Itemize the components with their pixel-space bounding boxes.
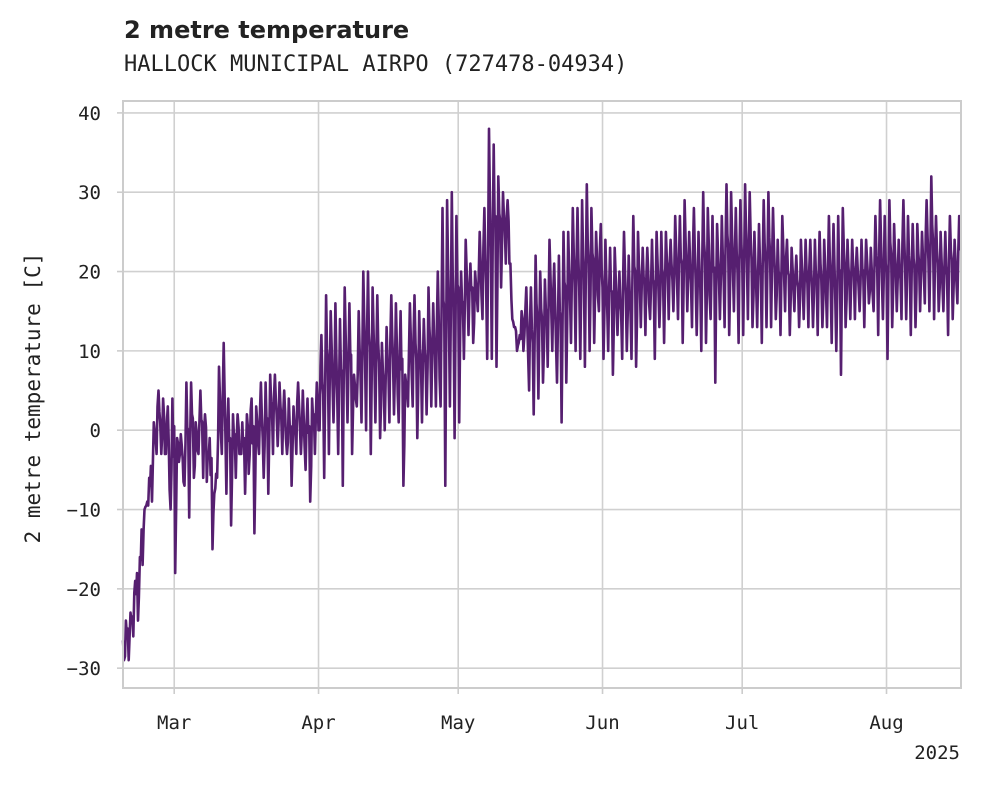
x-tick-labels: Mar Apr May Jun Jul Aug <box>157 688 904 734</box>
y-tick-label: 10 <box>78 341 101 363</box>
y-tick-label: 40 <box>78 103 101 125</box>
y-tick-label: −10 <box>67 500 101 522</box>
y-axis-label: 2 metre temperature [C] <box>21 253 45 544</box>
x-axis-year-label: 2025 <box>914 742 960 764</box>
plot-frame <box>122 100 962 689</box>
x-tick-label: Mar <box>157 712 191 734</box>
y-tick-label: 20 <box>78 262 101 284</box>
y-tick-label: −30 <box>67 658 101 680</box>
y-tick-label: 30 <box>78 182 101 204</box>
temperature-series-line <box>121 127 962 662</box>
y-tick-label: −20 <box>67 579 101 601</box>
y-tick-label: 0 <box>90 420 101 442</box>
x-tick-label: Jun <box>585 712 619 734</box>
x-tick-label: Aug <box>869 712 903 734</box>
y-tick-labels: −30 −20 −10 0 10 20 30 40 <box>67 103 123 680</box>
chart-subtitle: HALLOCK MUNICIPAL AIRPO (727478-04934) <box>124 52 628 77</box>
x-tick-label: Jul <box>725 712 759 734</box>
x-tick-label: May <box>441 712 475 734</box>
series-layer <box>121 127 962 662</box>
grid-lines <box>123 101 961 688</box>
chart-title: 2 metre temperature <box>124 16 410 44</box>
x-tick-label: Apr <box>301 712 335 734</box>
